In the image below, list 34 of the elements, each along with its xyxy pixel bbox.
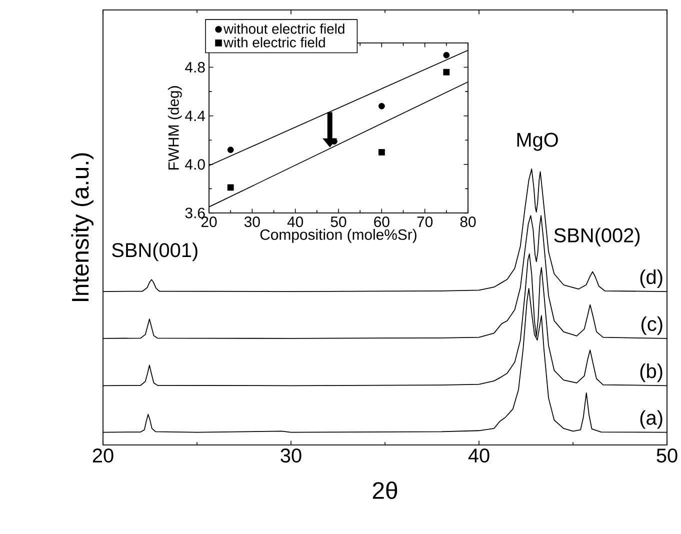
x-tick-label: 50: [656, 448, 678, 463]
y-tick-label: 4.4: [185, 110, 206, 121]
x-tick-label: 50: [330, 216, 346, 228]
x-tick-label: 40: [468, 448, 490, 463]
point: [443, 52, 450, 58]
x-tick-label: 60: [374, 216, 390, 228]
legend-label: without electric field: [224, 24, 344, 34]
point: [227, 146, 234, 154]
y-axis-title: Intensity (a.u.): [71, 153, 94, 302]
y-tick-label: 4.8: [185, 62, 205, 73]
y-tick-label: 3.6: [185, 208, 205, 218]
y-tick-label: 4.0: [185, 159, 205, 170]
series-label: (d): [640, 269, 662, 288]
x-axis-title: 2θ: [372, 481, 398, 499]
series-label: (a): [640, 410, 662, 429]
x-tick-label: 30: [280, 448, 302, 463]
point: [378, 149, 385, 156]
point: [227, 184, 234, 191]
annotation: SBN(001): [112, 242, 198, 262]
point: [443, 68, 450, 76]
x-tick-label: 30: [244, 216, 260, 228]
x-tick-label: 20: [92, 448, 114, 463]
annotation: SBN(002): [554, 228, 640, 246]
text: MgO: [517, 132, 558, 151]
x-tick-label: 70: [417, 216, 433, 228]
y-axis-title: FWHM (deg): [168, 86, 182, 170]
x-tick-label: 40: [287, 216, 304, 228]
x-axis-title: Composition (mole%Sr): [260, 228, 416, 243]
legend-label: with electric field: [224, 37, 325, 48]
series-label: (c): [641, 316, 662, 335]
point: [378, 102, 385, 110]
x-tick-label: 80: [460, 216, 476, 228]
x-tick-label: 20: [201, 216, 217, 228]
series-label: (b): [640, 364, 662, 382]
